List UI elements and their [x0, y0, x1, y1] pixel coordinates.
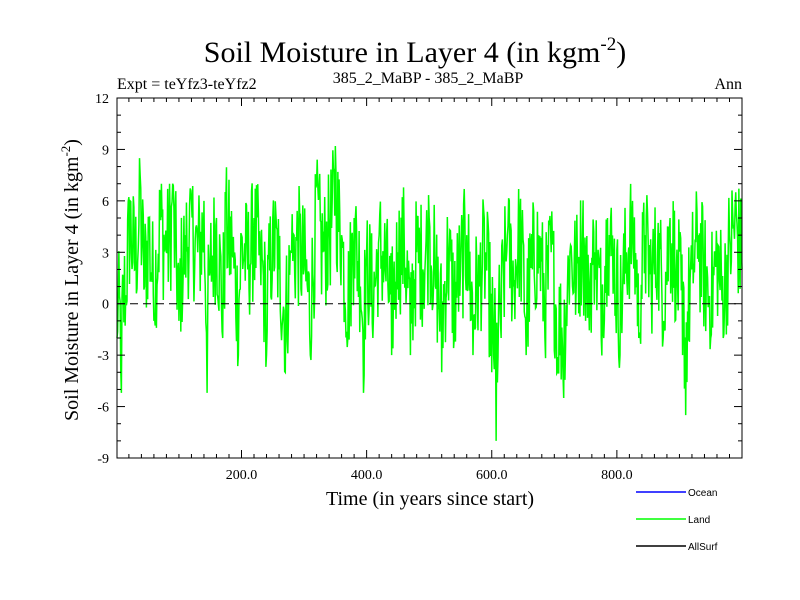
land-series-line — [116, 145, 743, 441]
x-tick-label: 200.0 — [226, 468, 258, 483]
chart-title: Soil Moisture in Layer 4 (in kgm-2) — [204, 34, 626, 69]
y-axis-label: Soil Moisture in Layer 4 (in kgm-2) — [58, 139, 83, 421]
plot-area — [116, 145, 743, 441]
x-tick-label: 800.0 — [601, 468, 633, 483]
y-tick-label: -9 — [97, 452, 109, 467]
legend-label-ocean: Ocean — [688, 488, 717, 499]
y-tick-label: -6 — [97, 401, 109, 416]
period-label: 385_2_MaBP - 385_2_MaBP — [333, 70, 524, 87]
y-tick-label: -3 — [97, 349, 109, 364]
legend-label-land: Land — [688, 515, 710, 526]
y-tick-label: 0 — [102, 298, 109, 313]
y-tick-label: 12 — [95, 92, 109, 107]
x-tick-label: 400.0 — [351, 468, 383, 483]
y-tick-label: 6 — [102, 195, 109, 210]
y-tick-label: 9 — [102, 143, 109, 158]
y-tick-label: 3 — [102, 246, 109, 261]
x-axis-label: Time (in years since start) — [326, 488, 534, 510]
season-label: Ann — [714, 76, 742, 93]
x-tick-label: 600.0 — [476, 468, 508, 483]
experiment-label: Expt = teYfz3-teYfz2 — [117, 76, 257, 93]
legend: Ocean Land AllSurf — [636, 488, 718, 553]
legend-label-allsurf: AllSurf — [688, 542, 718, 553]
axis-ticks: -9 -6 -3 0 3 6 9 12 200.0 400.0 600.0 800.0 — [95, 92, 742, 483]
